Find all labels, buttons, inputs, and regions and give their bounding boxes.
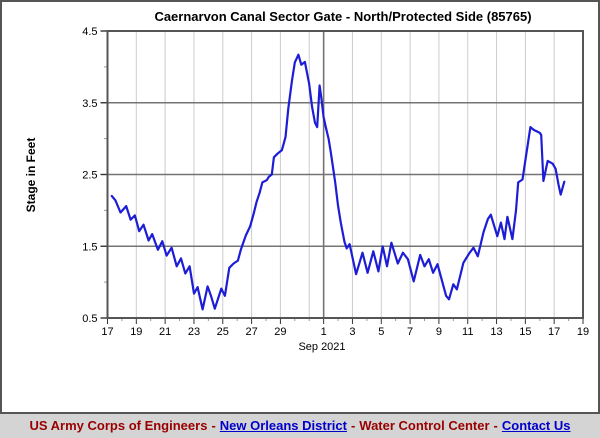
svg-text:11: 11 bbox=[462, 326, 473, 338]
svg-text:19: 19 bbox=[130, 326, 142, 338]
plot-axes bbox=[106, 30, 584, 319]
plot-gridlines bbox=[107, 31, 583, 318]
svg-text:9: 9 bbox=[436, 326, 442, 338]
svg-text:25: 25 bbox=[217, 326, 229, 338]
y-tick-labels: 4.5 3.5 2.5 1.5 0.5 bbox=[82, 26, 97, 325]
svg-text:29: 29 bbox=[274, 326, 286, 338]
footer-link-contact-us[interactable]: Contact Us bbox=[501, 418, 571, 433]
footer-link-new-orleans-district[interactable]: New Orleans District bbox=[219, 418, 347, 433]
svg-text:15: 15 bbox=[519, 326, 531, 338]
x-axis-title: Sep 2021 bbox=[298, 341, 345, 353]
x-tick-labels: 17 19 21 23 25 27 29 1 3 5 7 9 11 13 15 17 19 bbox=[101, 326, 589, 338]
svg-text:7: 7 bbox=[407, 326, 413, 338]
svg-text:4.5: 4.5 bbox=[82, 26, 97, 38]
stage-line-chart: 17 19 21 23 25 27 29 1 3 5 7 9 11 13 15 17 194.53.52.51.… bbox=[82, 26, 589, 353]
svg-text:27: 27 bbox=[245, 326, 257, 338]
svg-text:13: 13 bbox=[490, 326, 502, 338]
svg-text:2.5: 2.5 bbox=[82, 170, 97, 182]
svg-text:1: 1 bbox=[321, 326, 327, 338]
chart-title: Caernarvon Canal Sector Gate - North/Pro… bbox=[154, 9, 532, 24]
svg-text:3: 3 bbox=[349, 326, 355, 338]
footer-bar: US Army Corps of Engineers - New Orleans D… bbox=[0, 414, 600, 438]
series-line bbox=[110, 53, 566, 311]
svg-text:23: 23 bbox=[188, 326, 200, 338]
svg-text:1.5: 1.5 bbox=[82, 241, 97, 253]
svg-text:0.5: 0.5 bbox=[82, 313, 97, 325]
svg-text:17: 17 bbox=[101, 326, 113, 338]
chart-panel: Caernarvon Canal Sector Gate - North/Pro… bbox=[0, 0, 600, 414]
svg-text:5: 5 bbox=[378, 326, 384, 338]
footer-text-water-control-center: Water Control Center bbox=[359, 418, 490, 433]
footer-separator: - bbox=[350, 418, 356, 433]
svg-text:17: 17 bbox=[548, 326, 560, 338]
svg-text:21: 21 bbox=[159, 326, 171, 338]
footer-text-usace: US Army Corps of Engineers bbox=[29, 418, 208, 433]
plot-ticks bbox=[100, 30, 584, 324]
footer-separator: - bbox=[493, 418, 498, 433]
svg-text:3.5: 3.5 bbox=[82, 98, 97, 110]
footer-separator: - bbox=[211, 418, 216, 433]
svg-text:19: 19 bbox=[577, 326, 589, 338]
